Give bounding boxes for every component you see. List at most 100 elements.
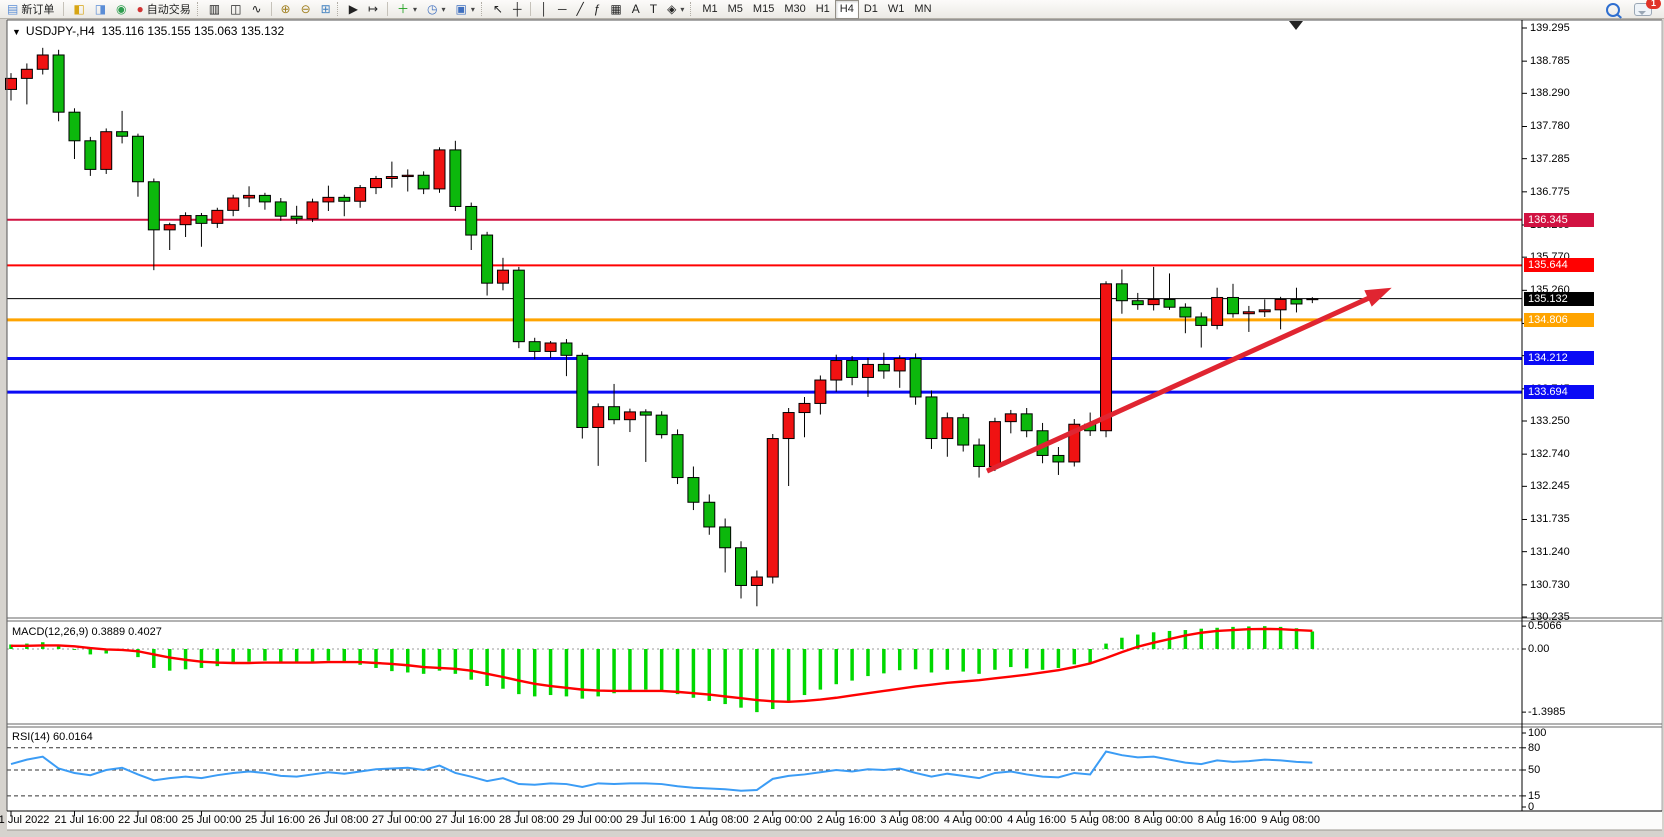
macd-signal-line (11, 627, 1313, 704)
candle (782, 407, 795, 487)
candle (1052, 446, 1065, 475)
notifications-icon[interactable]: 1 (1634, 0, 1661, 17)
data-window-icon: ◨ (94, 2, 107, 16)
candle (100, 128, 113, 174)
timeframe-m15[interactable]: M15 (748, 0, 779, 19)
candle (608, 383, 621, 425)
price-tick-label[interactable]: 131.735 (1530, 513, 1570, 526)
timeframe-m1[interactable]: M1 (697, 0, 722, 19)
candle (465, 202, 478, 251)
time-axis-label[interactable]: 9 Aug 08:00 (1261, 814, 1320, 826)
navigator-icon[interactable]: ◉ (111, 0, 131, 19)
autotrading-button[interactable]: ● 自动交易 (132, 0, 196, 19)
zoom-out-icon[interactable]: ⊖ (296, 0, 316, 19)
candle (909, 353, 922, 405)
candle (290, 205, 303, 225)
timeframe-m30[interactable]: M30 (779, 0, 810, 19)
timeframe-mn[interactable]: MN (909, 0, 936, 19)
price-tick-label[interactable]: 139.295 (1530, 22, 1570, 34)
time-axis-label[interactable]: 26 Jul 08:00 (308, 814, 369, 826)
price-tick-label[interactable]: 131.240 (1530, 545, 1570, 558)
new-order-button[interactable]: ▤ 新订单 (2, 0, 59, 19)
vertical-line-icon[interactable]: │ (535, 0, 553, 19)
price-tick-label[interactable]: 138.785 (1530, 55, 1570, 68)
data-window-icon[interactable]: ◨ (90, 0, 111, 19)
button-label: MN (914, 3, 932, 15)
shapes-icon[interactable]: ◈ ▾ (662, 0, 689, 19)
crosshair-icon[interactable]: ┼ (508, 0, 527, 19)
time-axis-label[interactable]: 21 Jul 16:00 (54, 814, 115, 826)
price-tick-label[interactable]: 138.290 (1530, 87, 1570, 100)
symbol-period-label: USDJPY-,H4 (25, 24, 95, 38)
chart-window[interactable]: ▼ USDJPY-,H4 135.116 135.155 135.063 135.… (0, 19, 1664, 831)
symbol-drop-icon[interactable]: ▼ (12, 27, 21, 37)
rsi-tick-label: 100 (1528, 727, 1547, 739)
time-axis-label[interactable]: 5 Aug 08:00 (1070, 814, 1130, 826)
price-tick-label[interactable]: 136.775 (1530, 185, 1570, 198)
price-tick-label[interactable]: 132.245 (1530, 480, 1570, 493)
candle (973, 438, 986, 478)
text-icon[interactable]: A (627, 0, 645, 19)
fibonacci-icon[interactable]: ƒ (589, 0, 606, 19)
cursor-icon[interactable]: ↖ (488, 0, 508, 19)
time-axis-label[interactable]: 2 Aug 00:00 (753, 814, 813, 826)
time-axis-label[interactable]: 29 Jul 00:00 (562, 814, 623, 826)
time-axis-label[interactable]: 8 Aug 00:00 (1134, 814, 1193, 826)
price-line-badge: 135.132 (1524, 291, 1594, 306)
new-chart-icon[interactable]: ＋ ▾ (392, 0, 422, 19)
price-tick-label[interactable]: 132.740 (1530, 448, 1570, 461)
auto-scroll-icon[interactable]: ▶ (344, 0, 363, 19)
time-axis-label[interactable]: 4 Aug 00:00 (943, 814, 1003, 826)
candle (370, 175, 383, 195)
price-line-badge: 133.694 (1524, 385, 1594, 400)
toolbar-separator (336, 2, 341, 16)
line-chart-icon[interactable]: ∿ (246, 0, 266, 19)
templates-icon[interactable]: ▣ ▾ (451, 0, 480, 19)
time-axis-label[interactable]: 25 Jul 00:00 (181, 814, 242, 826)
time-axis-label[interactable]: 27 Jul 16:00 (435, 814, 496, 826)
candlestick-chart-icon[interactable]: ◫ (225, 0, 246, 19)
tile-windows-icon[interactable]: ⊞ (316, 0, 336, 19)
candle (433, 147, 446, 193)
market-watch-icon[interactable]: ◧ (68, 0, 89, 19)
new-chart-icon: ＋ (397, 2, 410, 16)
time-axis-label[interactable]: 22 Jul 08:00 (117, 814, 178, 826)
candle (655, 411, 668, 439)
price-tick-label[interactable]: 133.250 (1530, 414, 1570, 427)
price-tick-label[interactable]: 137.285 (1530, 152, 1570, 165)
search-icon[interactable] (1606, 2, 1624, 18)
time-axis-label[interactable]: 21 Jul 2022 (0, 814, 50, 826)
zoom-in-icon[interactable]: ⊕ (276, 0, 296, 19)
time-axis-label[interactable]: 3 Aug 08:00 (880, 814, 940, 826)
price-tick-label[interactable]: 130.730 (1530, 578, 1570, 591)
timeframe-h4[interactable]: H4 (834, 0, 859, 19)
timeframe-w1[interactable]: W1 (883, 0, 910, 19)
candle (1258, 299, 1271, 317)
time-axis-label[interactable]: 4 Aug 16:00 (1007, 814, 1067, 826)
time-axis-label[interactable]: 29 Jul 16:00 (625, 814, 686, 826)
price-tick-label[interactable]: 137.780 (1530, 120, 1570, 133)
time-axis-label[interactable]: 2 Aug 16:00 (816, 814, 876, 826)
candle (1290, 287, 1303, 313)
candle (243, 186, 256, 208)
tile-windows-icon: ⊞ (320, 2, 331, 16)
timeframe-h1[interactable]: H1 (811, 0, 835, 19)
trendline-icon[interactable]: ╱ (571, 0, 588, 19)
bar-chart-icon[interactable]: ▥ (204, 0, 225, 19)
timeframe-d1[interactable]: D1 (859, 0, 883, 19)
horizontal-line-icon[interactable]: ─ (553, 0, 572, 19)
time-axis-label[interactable]: 25 Jul 16:00 (244, 814, 305, 826)
price-tick-label[interactable]: 130.235 (1530, 611, 1570, 623)
time-axis-label[interactable]: 1 Aug 08:00 (689, 814, 749, 826)
timeframe-m5[interactable]: M5 (723, 0, 748, 19)
time-axis-label[interactable]: 8 Aug 16:00 (1197, 814, 1257, 826)
label-icon[interactable]: T (645, 0, 662, 19)
time-axis-label[interactable]: 28 Jul 08:00 (498, 814, 559, 826)
grid-icon[interactable]: ▦ (605, 0, 626, 19)
chart-shift-icon[interactable]: ↦ (363, 0, 383, 19)
toolbar-separator (690, 2, 694, 16)
time-axis-label[interactable]: 27 Jul 00:00 (371, 814, 432, 826)
periods-icon[interactable]: ◷ ▾ (422, 0, 451, 19)
candlestick-chart-icon: ◫ (230, 2, 242, 16)
